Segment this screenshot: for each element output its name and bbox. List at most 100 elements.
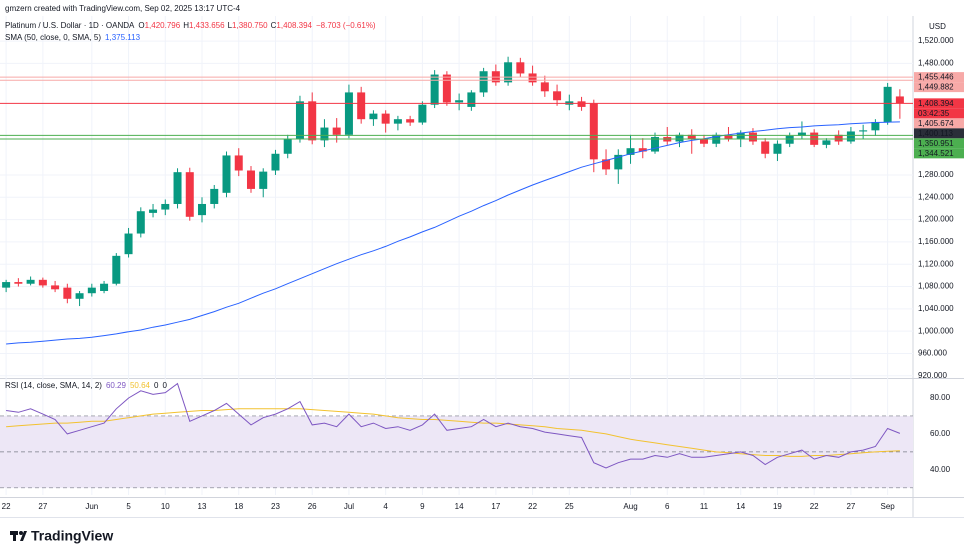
candle-body [393,119,402,124]
price-marker-label: 1,455.446 [918,73,954,82]
candle-body [100,283,109,291]
candle-body [797,132,806,136]
price-marker-label: 1,344.521 [918,149,954,158]
price-marker [914,98,964,109]
x-tick-label: 14 [736,502,745,511]
rsi-tick-label: 80.00 [930,393,951,402]
candle-body [540,82,549,92]
x-tick-label: 14 [455,502,464,511]
candle-body [699,139,708,144]
candle-body [553,91,562,101]
logo-part [13,531,16,541]
candle-body [198,203,207,216]
candle-body [871,121,880,131]
sma-line [6,121,900,345]
x-tick-label: 17 [491,502,500,511]
candle-body [651,137,660,152]
candle-body [51,285,60,290]
legend-text: H [183,21,189,30]
candle-body [638,148,647,152]
x-tick-label: 10 [161,502,170,511]
x-tick-label: 5 [126,502,131,511]
legend-text: RSI (14, close, SMA, 14, 2) [5,381,102,390]
candle-body [124,233,133,255]
grid [0,16,913,495]
axes: 1,520.000 1,480.000 1,280.000 1,240.000 1,20… [2,36,964,511]
price-marker [914,72,964,83]
brand-name: TradingView [31,528,113,544]
x-tick-label: 18 [234,502,243,511]
sma-legend: SMA (50, close, 0, SMA, 5) 1,375.113 [5,33,141,42]
candle-body [895,96,904,104]
y-tick-label: 1,480.000 [918,59,954,68]
candle-body [38,279,47,286]
price-pane [0,56,913,345]
candle-body [626,148,635,155]
price-marker [914,108,964,119]
y-tick-label: 920.000 [918,371,947,380]
x-tick-label: 22 [810,502,819,511]
logo-part [19,531,23,535]
candle-body [320,127,329,141]
x-tick-label: 23 [271,502,280,511]
y-tick-label: 1,280.000 [918,170,954,179]
legend-text: 50.64 [130,381,151,390]
candle-body [2,282,11,288]
candle-body [295,101,304,139]
price-marker-label: 1,405.674 [918,119,954,128]
y-tick-label: 1,200.000 [918,215,954,224]
legend-text: 0 [162,381,167,390]
candle-body [785,135,794,144]
x-tick-label: 27 [846,502,855,511]
price-marker-label: 1,408.394 [918,99,954,108]
brand-logo: TradingView [10,528,113,544]
candle-body [26,279,35,284]
candle-body [246,170,255,189]
candle-body [357,92,366,120]
y-tick-label: 1,120.000 [918,259,954,268]
axis-unit: USD [929,22,946,31]
x-tick-label: Sep [881,502,896,511]
candle-body [724,134,733,140]
candle-body [185,172,194,217]
price-marker [914,82,964,93]
y-tick-label: 1,080.000 [918,282,954,291]
candle-body [883,86,892,122]
legend-text: 1,433.656 [189,21,225,30]
candle-body [602,159,611,170]
candle-body [63,287,72,299]
candle-body [430,74,439,105]
candle-body [271,153,280,171]
price-marker-label: 1,350.951 [918,139,954,148]
y-tick-label: 1,000.000 [918,326,954,335]
candle-body [332,127,341,135]
rsi-tick-label: 40.00 [930,465,951,474]
candle-body [259,171,268,189]
x-tick-label: 13 [198,502,207,511]
candle-body [112,255,121,284]
price-marker [914,148,964,159]
candle-body [406,119,415,123]
candle-body [14,282,23,284]
candle-body [344,92,353,135]
legend-text: SMA (50, close, 0, SMA, 5) [5,33,101,42]
legend-text: 60.29 [106,381,127,390]
legend-text: L [228,21,233,30]
price-marker [914,128,964,139]
candle-body [161,203,170,210]
price-marker-label: 1,449.882 [918,83,954,92]
candle-body [173,172,182,204]
candle-body [418,104,427,123]
candle-body [614,154,623,170]
y-tick-label: 1,160.000 [918,237,954,246]
candle-body [748,132,757,142]
candle-body [516,62,525,74]
candle-body [479,71,488,93]
legend-text: −8.703 (−0.61%) [316,21,376,30]
rsi-tick-label: 60.00 [930,429,951,438]
candle-body [859,130,868,132]
logo-part [20,531,27,541]
x-tick-label: 9 [420,502,425,511]
candle-body [283,138,292,154]
